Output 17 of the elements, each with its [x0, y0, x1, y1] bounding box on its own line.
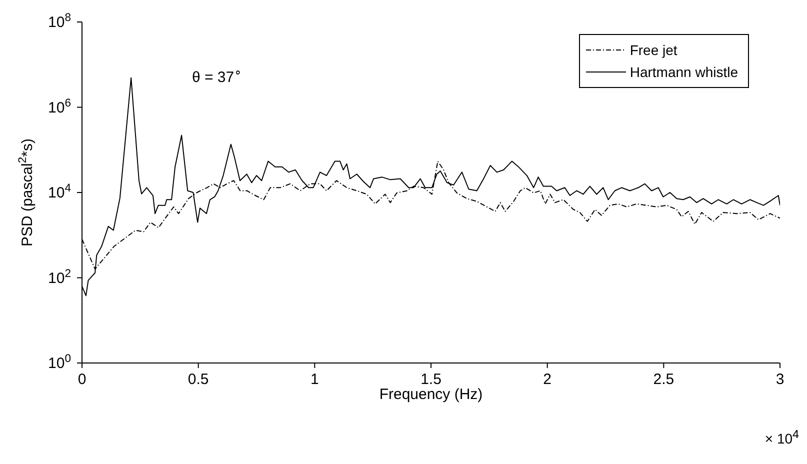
legend-label: Hartmann whistle: [630, 64, 738, 80]
x-tick-label: 1: [310, 371, 319, 388]
x-tick-label: 0: [78, 371, 86, 388]
x-tick-label: 1.5: [420, 371, 442, 388]
x-tick-label: 2: [543, 371, 552, 388]
y-tick-label: 10$^{2}$: [48, 268, 71, 287]
x-tick-label: 0.5: [188, 371, 209, 388]
y-tick-label: 10$^{4}$: [48, 182, 71, 202]
y-tick-label: 10$^{6}$: [48, 97, 71, 116]
text: × 10$^{4}$: [764, 428, 799, 447]
x-tick-label: 3: [776, 371, 784, 388]
legend-label: Free jet: [630, 42, 678, 58]
y-tick-label: 10$^{8}$: [48, 12, 71, 31]
annotation: θ = 37$^{∘}$: [192, 64, 242, 86]
x-tick-label: 2.5: [653, 371, 674, 388]
x-axis-title: Frequency (Hz): [379, 386, 483, 403]
y-tick-label: 10$^{0}$: [48, 353, 71, 372]
